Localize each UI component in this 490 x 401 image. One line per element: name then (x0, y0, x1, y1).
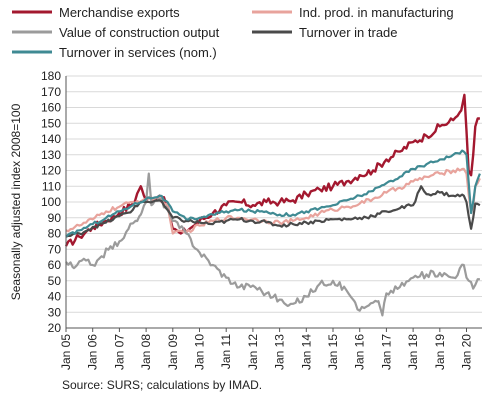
x-tick-label: Jan 09 (166, 334, 180, 370)
x-tick-label: Jan 20 (460, 334, 474, 370)
legend-label: Turnover in trade (299, 25, 398, 40)
x-tick-label: Jan 11 (219, 334, 233, 369)
y-axis: 2030405060708090100110120130140150160170… (41, 69, 67, 335)
series-line (65, 185, 481, 238)
legend: Merchandise exports Ind. prod. in manufac… (12, 5, 454, 60)
y-axis-label: Seasonally adjusted index 2008=100 (9, 103, 23, 300)
y-tick-label: 80 (48, 227, 62, 241)
y-tick-label: 120 (41, 164, 61, 178)
y-tick-label: 180 (41, 69, 61, 83)
y-tick-label: 100 (41, 195, 61, 209)
y-tick-label: 50 (48, 274, 62, 288)
x-tick-label: Jan 05 (59, 334, 73, 370)
series-line (65, 167, 481, 235)
y-tick-label: 20 (48, 321, 62, 335)
y-tick-label: 130 (41, 148, 61, 162)
legend-label: Turnover in services (nom.) (59, 45, 217, 60)
x-tick-label: Jan 16 (353, 334, 367, 370)
y-tick-label: 60 (48, 258, 62, 272)
line-chart: Merchandise exports Ind. prod. in manufac… (9, 5, 482, 370)
x-tick-label: Jan 17 (379, 334, 393, 370)
legend-label: Value of construction output (59, 25, 220, 40)
y-tick-label: 160 (41, 101, 61, 115)
x-tick-label: Jan 19 (433, 334, 447, 370)
x-tick-label: Jan 15 (326, 334, 340, 370)
x-tick-label: Jan 18 (406, 334, 420, 370)
y-tick-label: 170 (41, 85, 61, 99)
x-tick-label: Jan 06 (86, 334, 100, 370)
x-tick-label: Jan 08 (139, 334, 153, 370)
y-tick-label: 70 (48, 242, 62, 256)
x-tick-label: Jan 07 (112, 334, 126, 370)
y-tick-label: 140 (41, 132, 61, 146)
legend-label: Merchandise exports (59, 5, 180, 20)
x-tick-label: Jan 10 (193, 334, 207, 370)
y-tick-label: 90 (48, 211, 62, 225)
series-line (65, 172, 480, 317)
series-group (64, 93, 481, 317)
x-tick-label: Jan 13 (273, 334, 287, 370)
series-line (65, 149, 481, 238)
y-tick-label: 110 (42, 179, 61, 193)
x-axis: Jan 05 Jan 06 Jan 07 Jan 08 Jan 09 Jan 10 Jan … (59, 327, 482, 370)
x-tick-label: Jan 14 (299, 334, 313, 370)
x-tick-label: Jan 12 (246, 334, 260, 370)
y-tick-label: 150 (41, 116, 61, 130)
y-tick-label: 40 (48, 290, 62, 304)
y-tick-label: 30 (48, 305, 62, 319)
source-note: Source: SURS; calculations by IMAD. (62, 378, 263, 392)
series-line (64, 93, 480, 247)
legend-label: Ind. prod. in manufacturing (299, 5, 454, 20)
